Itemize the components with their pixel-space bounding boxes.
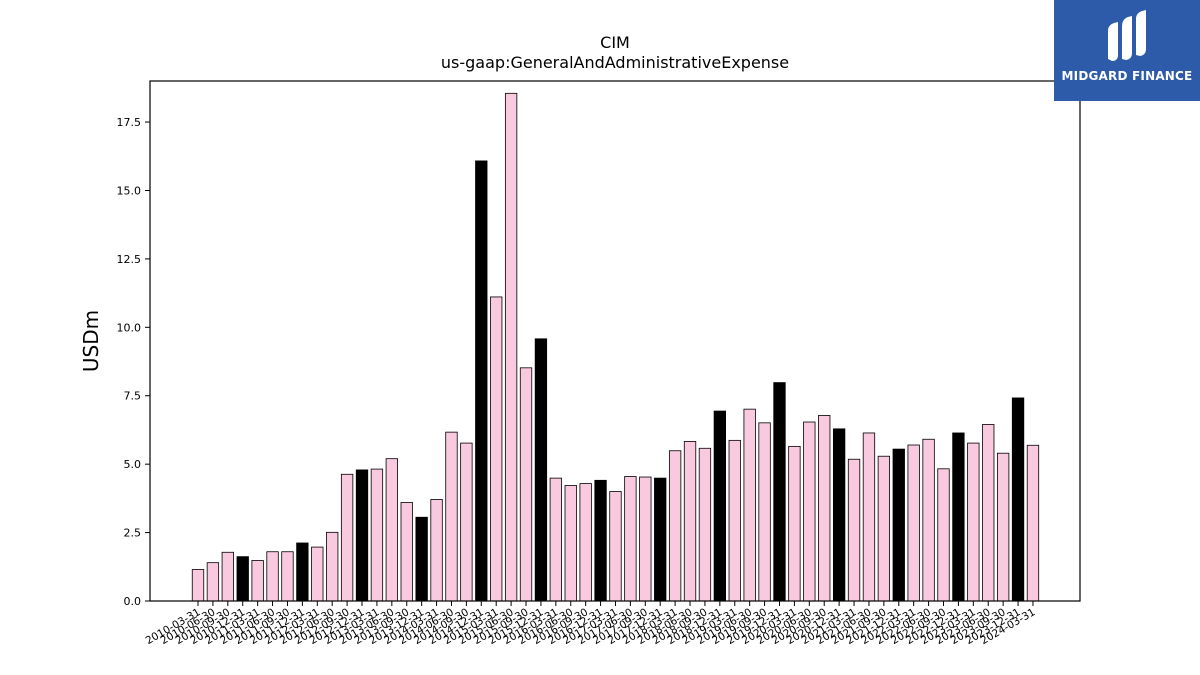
bar-2013-06-30 bbox=[385, 458, 398, 602]
y-tick-label: 7.5 bbox=[124, 390, 142, 403]
chart-title: CIM bbox=[600, 33, 630, 52]
bar-2016-06-30 bbox=[564, 485, 577, 602]
midgard-finance-logo: MIDGARD FINANCE bbox=[1054, 0, 1200, 101]
bar-2012-03-31 bbox=[311, 546, 324, 602]
bar-2023-03-31 bbox=[967, 442, 980, 602]
bar-2018-12-31 bbox=[713, 410, 726, 602]
bar-2013-03-31 bbox=[370, 468, 384, 602]
logo-text: MIDGARD FINANCE bbox=[1061, 69, 1193, 83]
bar-2015-03-31 bbox=[490, 296, 503, 602]
y-tick-label: 2.5 bbox=[124, 527, 142, 540]
bar-2022-09-30 bbox=[937, 468, 950, 602]
bar-2016-09-30 bbox=[579, 483, 592, 602]
bar-2014-06-30 bbox=[445, 431, 458, 602]
bar-2017-03-31 bbox=[609, 491, 622, 602]
bar-2012-12-31 bbox=[355, 469, 369, 602]
bar-2020-06-30 bbox=[803, 421, 816, 602]
y-tick-label: 0.0 bbox=[124, 595, 142, 608]
bar-2011-12-31 bbox=[296, 542, 309, 602]
y-tick-label: 12.5 bbox=[117, 253, 142, 266]
bar-2023-12-31 bbox=[1011, 397, 1025, 602]
chart-subtitle: us-gaap:GeneralAndAdministrativeExpense bbox=[441, 53, 789, 72]
y-axis-label: USDm bbox=[79, 310, 103, 372]
bar-2014-12-31 bbox=[475, 160, 488, 602]
bar-2013-09-30 bbox=[400, 502, 413, 602]
bar-2020-03-31 bbox=[788, 445, 801, 602]
bar-2010-03-31 bbox=[191, 569, 205, 602]
bar-2018-09-30 bbox=[698, 447, 712, 602]
bar-2014-09-30 bbox=[460, 442, 473, 602]
bar-2022-06-30 bbox=[922, 438, 935, 602]
bar-2017-12-31 bbox=[654, 477, 667, 602]
bar-2021-03-31 bbox=[847, 458, 861, 602]
bar-2024-03-31 bbox=[1026, 444, 1040, 602]
bar-2011-09-30 bbox=[281, 551, 294, 602]
bar-2021-06-30 bbox=[862, 432, 876, 602]
x-axis: 2010-03-312010-06-302010-09-302010-12-31… bbox=[144, 601, 1037, 647]
bar-2020-09-30 bbox=[818, 415, 831, 602]
bar-2021-09-30 bbox=[877, 455, 891, 602]
bar-2019-06-30 bbox=[743, 408, 756, 602]
bar-2019-12-31 bbox=[773, 382, 786, 602]
bar-2020-12-31 bbox=[832, 428, 846, 602]
bar-2019-09-30 bbox=[758, 422, 771, 602]
bar-2018-03-31 bbox=[668, 450, 682, 602]
bar-2010-09-30 bbox=[221, 551, 234, 602]
bar-2014-03-31 bbox=[430, 499, 443, 602]
bar-2012-09-30 bbox=[340, 473, 354, 602]
bar-2022-03-31 bbox=[907, 444, 920, 602]
midgard-logo-icon bbox=[1108, 10, 1146, 61]
bar-2016-12-31 bbox=[594, 479, 607, 602]
y-tick-label: 17.5 bbox=[117, 116, 142, 129]
bar-2023-06-30 bbox=[982, 424, 995, 602]
bar-2010-06-30 bbox=[206, 562, 220, 602]
plot-frame bbox=[149, 80, 1081, 602]
bar-2015-12-31 bbox=[534, 338, 548, 602]
bar-2017-09-30 bbox=[639, 476, 652, 602]
bar-2016-03-31 bbox=[549, 477, 562, 602]
bar-2015-06-30 bbox=[504, 92, 518, 602]
bar-2011-03-31 bbox=[251, 560, 264, 602]
bar-2013-12-31 bbox=[415, 516, 428, 602]
y-tick-label: 10.0 bbox=[117, 321, 142, 334]
bar-2023-09-30 bbox=[996, 452, 1010, 602]
bar-2012-06-30 bbox=[326, 531, 339, 602]
y-tick-label: 15.0 bbox=[117, 184, 142, 197]
bar-2015-09-30 bbox=[519, 367, 533, 602]
bar-2021-12-31 bbox=[892, 448, 905, 602]
bar-2019-03-31 bbox=[728, 439, 741, 602]
bar-2022-12-31 bbox=[952, 432, 965, 602]
y-tick-label: 5.0 bbox=[124, 458, 142, 471]
y-axis: 0.0 2.5 5.0 7.5 10.0 12.5 15.0 17.5 bbox=[117, 116, 150, 608]
bar-2018-06-30 bbox=[683, 441, 697, 602]
bar-2011-06-30 bbox=[266, 551, 279, 602]
bar-2010-12-31 bbox=[236, 556, 249, 602]
bar-series bbox=[191, 92, 1040, 602]
bar-2017-06-30 bbox=[624, 476, 637, 602]
